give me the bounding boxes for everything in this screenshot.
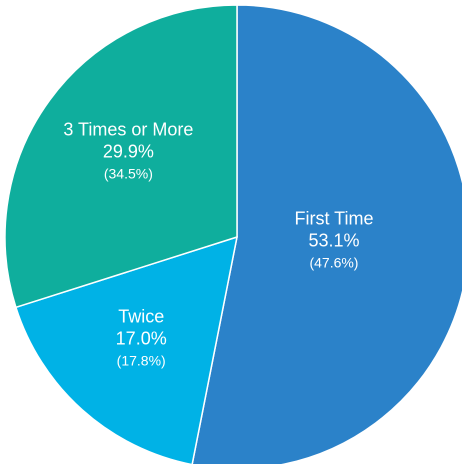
slice-label-secondary: (17.8%) — [117, 352, 166, 368]
slice-label-name: First Time — [294, 208, 373, 228]
pie-slice-3-times-or-more — [4, 4, 238, 309]
pie-slice-twice — [14, 235, 238, 464]
slice-label-secondary: (34.5%) — [104, 166, 153, 182]
slice-label-value: 29.9% — [103, 142, 154, 162]
pie-slices — [4, 4, 462, 464]
slice-label-secondary: (47.6%) — [309, 254, 358, 270]
pie-slice-first-time — [191, 4, 462, 464]
slice-label-value: 53.1% — [308, 230, 359, 250]
slice-label-name: 3 Times or More — [63, 120, 193, 140]
slice-label-name: Twice — [118, 306, 164, 326]
slice-label-value: 17.0% — [116, 328, 167, 348]
